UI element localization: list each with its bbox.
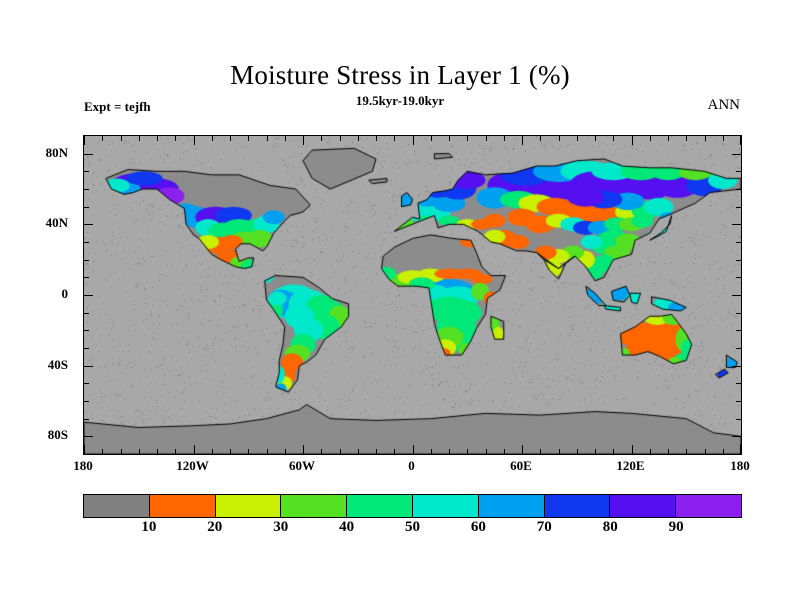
colorbar-tick-label: 80 [602, 519, 618, 535]
x-axis-tick-label: 180 [730, 458, 750, 473]
season-label: ANN [707, 97, 741, 113]
colorbar-band [609, 495, 676, 517]
y-axis-tick-label: 40S [47, 356, 68, 372]
figure-subtitle: 19.5kyr-19.0kyr [355, 93, 445, 108]
y-axis-tick-label: 40N [45, 215, 68, 231]
experiment-label: Expt = tejfh [84, 99, 151, 114]
colorbar-tick-label: 60 [470, 519, 486, 535]
y-axis-tick-label: 80N [45, 144, 68, 160]
x-axis-tick-label: 120W [176, 458, 209, 473]
colorbar-band [214, 495, 281, 517]
x-axis-tick-label: 180 [73, 458, 93, 473]
y-axis-tick-label: 0 [61, 286, 69, 301]
colorbar-labels: 10 20 30 40 50 60 70 80 90 [83, 519, 742, 541]
colorbar-tick-label: 30 [273, 519, 289, 535]
colorbar-band [148, 495, 215, 517]
colorbar-tick-label: 70 [536, 519, 552, 535]
map-plot-area [83, 135, 742, 455]
colorbar [83, 494, 742, 518]
colorbar-tick-label: 40 [339, 519, 355, 535]
y-axis-labels: 80N 40N 0 40S 80S [0, 135, 78, 453]
colorbar-tick-label: 50 [405, 519, 420, 535]
x-axis-tick-label: 60W [289, 458, 315, 473]
colorbar-tick-label: 20 [207, 519, 223, 535]
colorbar-band [411, 495, 478, 517]
x-axis-tick-label: 120E [616, 458, 645, 473]
world-map-canvas [84, 136, 741, 454]
page-title: Moisture Stress in Layer 1 (%) [230, 60, 570, 90]
y-axis-tick-label: 80S [47, 427, 68, 443]
colorbar-band [84, 495, 149, 517]
colorbar-band [675, 495, 741, 517]
x-axis-tick-label: 0 [408, 458, 415, 473]
colorbar-band [346, 495, 412, 517]
x-axis-labels: 180 120W 60W 0 60E 120E 180 [73, 458, 750, 482]
colorbar-band [543, 495, 610, 517]
colorbar-band [477, 495, 544, 517]
colorbar-band [280, 495, 347, 517]
x-axis-tick-label: 60E [510, 458, 532, 473]
colorbar-tick-label: 10 [141, 519, 157, 535]
colorbar-tick-label: 90 [668, 519, 684, 535]
